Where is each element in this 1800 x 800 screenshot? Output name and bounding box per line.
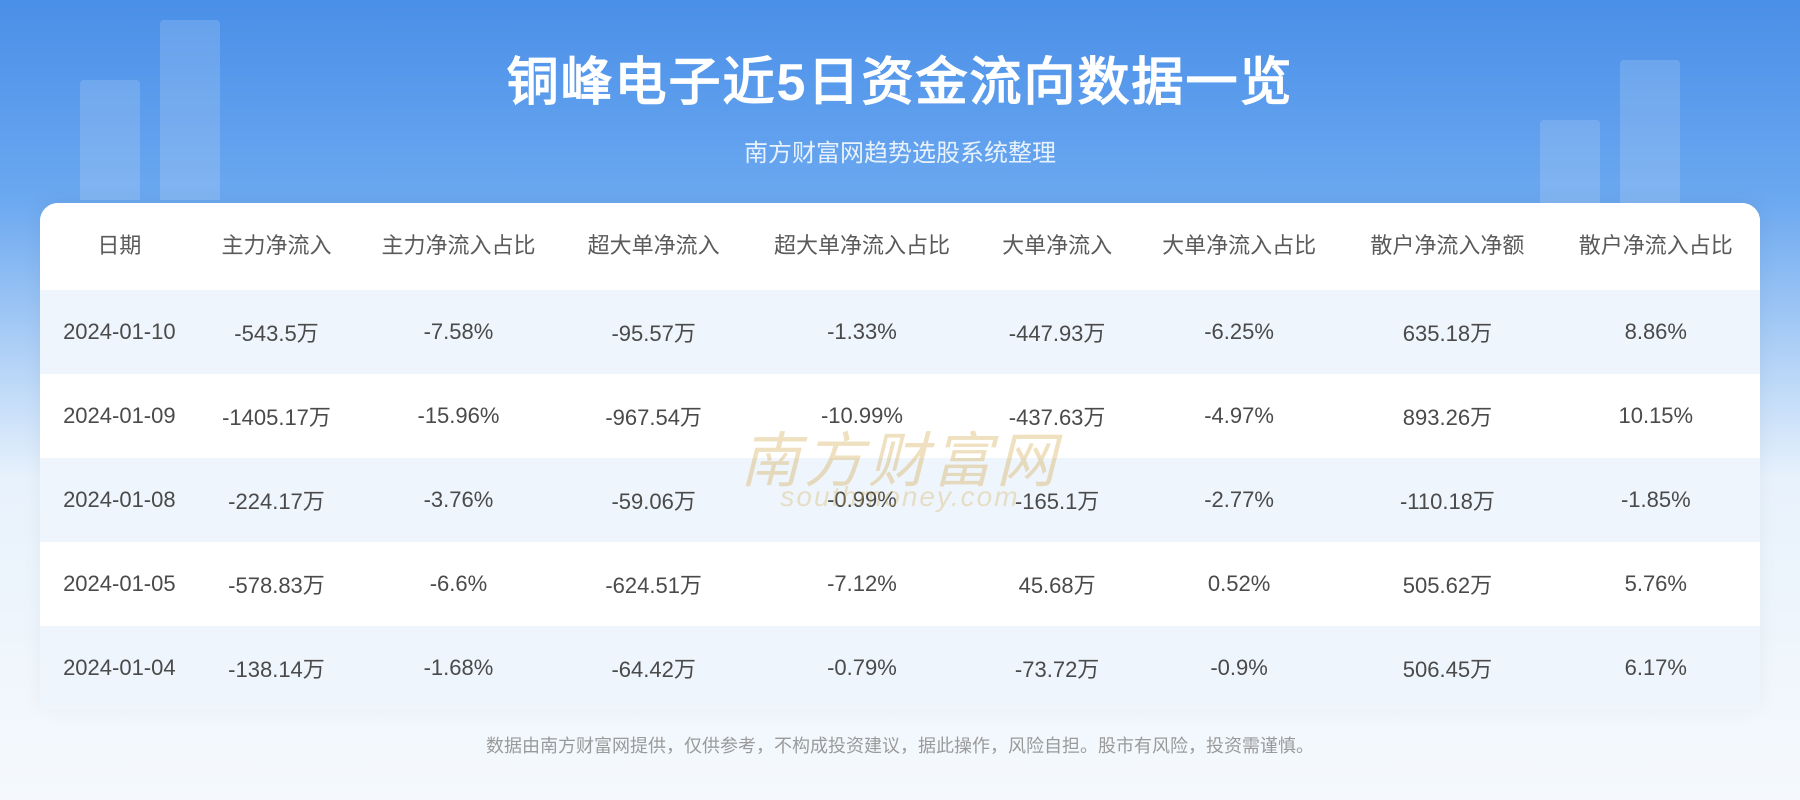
table-row: 2024-01-09 -1405.17万 -15.96% -967.54万 -1… xyxy=(40,374,1760,458)
col-retail-ratio: 散户净流入占比 xyxy=(1552,203,1760,290)
cell-value: -15.96% xyxy=(354,374,562,458)
cell-value: 505.62万 xyxy=(1343,542,1551,626)
cell-value: -59.06万 xyxy=(563,458,745,542)
cell-value: -73.72万 xyxy=(979,626,1135,710)
cell-value: -1405.17万 xyxy=(199,374,355,458)
cell-value: 893.26万 xyxy=(1343,374,1551,458)
cell-value: -2.77% xyxy=(1135,458,1343,542)
table-row: 2024-01-08 -224.17万 -3.76% -59.06万 -0.99… xyxy=(40,458,1760,542)
cell-date: 2024-01-10 xyxy=(40,290,199,374)
table-body: 2024-01-10 -543.5万 -7.58% -95.57万 -1.33%… xyxy=(40,290,1760,710)
cell-value: -7.58% xyxy=(354,290,562,374)
page-subtitle: 南方财富网趋势选股系统整理 xyxy=(0,133,1800,168)
cell-value: 5.76% xyxy=(1552,542,1760,626)
cell-value: -6.6% xyxy=(354,542,562,626)
cell-value: -4.97% xyxy=(1135,374,1343,458)
cell-value: -165.1万 xyxy=(979,458,1135,542)
cell-value: -7.12% xyxy=(745,542,980,626)
cell-date: 2024-01-09 xyxy=(40,374,199,458)
col-retail-inflow: 散户净流入净额 xyxy=(1343,203,1551,290)
col-large-inflow: 大单净流入 xyxy=(979,203,1135,290)
table-row: 2024-01-04 -138.14万 -1.68% -64.42万 -0.79… xyxy=(40,626,1760,710)
header: 铜峰电子近5日资金流向数据一览 南方财富网趋势选股系统整理 xyxy=(0,0,1800,168)
cell-value: -1.85% xyxy=(1552,458,1760,542)
cell-value: -10.99% xyxy=(745,374,980,458)
col-date: 日期 xyxy=(40,203,199,290)
col-main-ratio: 主力净流入占比 xyxy=(354,203,562,290)
cell-value: -543.5万 xyxy=(199,290,355,374)
col-xlarge-inflow: 超大单净流入 xyxy=(563,203,745,290)
cell-value: 10.15% xyxy=(1552,374,1760,458)
cell-value: -624.51万 xyxy=(563,542,745,626)
cell-value: -110.18万 xyxy=(1343,458,1551,542)
cell-date: 2024-01-05 xyxy=(40,542,199,626)
cell-value: 8.86% xyxy=(1552,290,1760,374)
cell-value: -64.42万 xyxy=(563,626,745,710)
cell-value: -447.93万 xyxy=(979,290,1135,374)
col-large-ratio: 大单净流入占比 xyxy=(1135,203,1343,290)
page-container: 铜峰电子近5日资金流向数据一览 南方财富网趋势选股系统整理 南方财富网 sout… xyxy=(0,0,1800,800)
cell-value: -578.83万 xyxy=(199,542,355,626)
cell-value: -138.14万 xyxy=(199,626,355,710)
cell-date: 2024-01-04 xyxy=(40,626,199,710)
cell-value: 45.68万 xyxy=(979,542,1135,626)
cell-value: -224.17万 xyxy=(199,458,355,542)
cell-value: -437.63万 xyxy=(979,374,1135,458)
cell-value: 506.45万 xyxy=(1343,626,1551,710)
col-xlarge-ratio: 超大单净流入占比 xyxy=(745,203,980,290)
cell-value: -967.54万 xyxy=(563,374,745,458)
cell-value: -1.33% xyxy=(745,290,980,374)
cell-value: 0.52% xyxy=(1135,542,1343,626)
cell-value: -1.68% xyxy=(354,626,562,710)
cell-value: 6.17% xyxy=(1552,626,1760,710)
cell-value: -95.57万 xyxy=(563,290,745,374)
cell-value: -6.25% xyxy=(1135,290,1343,374)
cell-value: -0.9% xyxy=(1135,626,1343,710)
footer-disclaimer: 数据由南方财富网提供，仅供参考，不构成投资建议，据此操作，风险自担。股市有风险，… xyxy=(0,710,1800,780)
cell-value: -0.79% xyxy=(745,626,980,710)
cell-date: 2024-01-08 xyxy=(40,458,199,542)
col-main-inflow: 主力净流入 xyxy=(199,203,355,290)
table-wrapper: 南方财富网 southmoney.com 日期 主力净流入 主力净流入占比 超大… xyxy=(40,203,1760,710)
table-header: 日期 主力净流入 主力净流入占比 超大单净流入 超大单净流入占比 大单净流入 大… xyxy=(40,203,1760,290)
page-title: 铜峰电子近5日资金流向数据一览 xyxy=(0,40,1800,115)
cell-value: 635.18万 xyxy=(1343,290,1551,374)
cell-value: -0.99% xyxy=(745,458,980,542)
table-row: 2024-01-05 -578.83万 -6.6% -624.51万 -7.12… xyxy=(40,542,1760,626)
cell-value: -3.76% xyxy=(354,458,562,542)
table-row: 2024-01-10 -543.5万 -7.58% -95.57万 -1.33%… xyxy=(40,290,1760,374)
data-table: 日期 主力净流入 主力净流入占比 超大单净流入 超大单净流入占比 大单净流入 大… xyxy=(40,203,1760,710)
